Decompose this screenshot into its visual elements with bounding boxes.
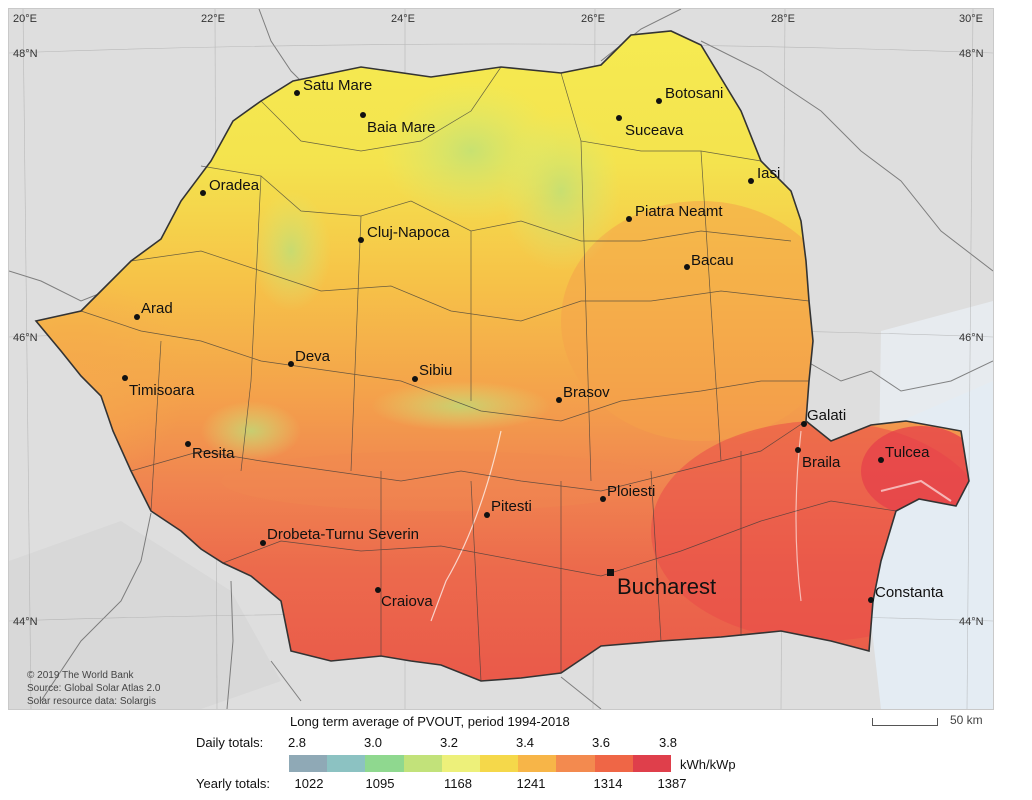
daily-totals-label: Daily totals:: [196, 735, 264, 750]
daily-tick: 3.4: [515, 735, 535, 750]
city-tulcea[interactable]: Tulcea: [878, 444, 930, 463]
daily-tick: 3.6: [591, 735, 611, 750]
city-iasi[interactable]: Iasi: [748, 165, 780, 184]
color-swatch: [518, 755, 557, 772]
city-piatra-neamt[interactable]: Piatra Neamt: [626, 203, 723, 222]
city-markers[interactable]: Satu Mare Baia Mare Botosani Suceava Ias…: [122, 77, 944, 610]
city-label: Brasov: [563, 384, 610, 401]
county-borders: [80, 66, 897, 682]
map-panel[interactable]: 20°E 22°E 24°E 26°E 28°E 30°E 48°N 48°N …: [8, 8, 994, 710]
daily-tick: 3.8: [658, 735, 678, 750]
yearly-tick: 1314: [593, 776, 623, 791]
yearly-tick: 1387: [657, 776, 687, 791]
city-label: Resita: [192, 445, 235, 462]
lon-label: 28°E: [771, 13, 795, 25]
color-swatch: [403, 755, 442, 772]
daily-tick: 3.2: [439, 735, 459, 750]
city-label: Cluj-Napoca: [367, 224, 450, 241]
lat-label: 44°N: [13, 616, 38, 628]
city-label: Suceava: [625, 122, 684, 139]
graticule-labels: 20°E 22°E 24°E 26°E 28°E 30°E 48°N 48°N …: [13, 13, 984, 628]
city-drobeta-turnu-severin[interactable]: Drobeta-Turnu Severin: [260, 526, 419, 546]
lon-label: 30°E: [959, 13, 983, 25]
lat-label: 46°N: [959, 332, 984, 344]
lon-label: 24°E: [391, 13, 415, 25]
color-swatch: [556, 755, 595, 772]
city-deva[interactable]: Deva: [288, 348, 331, 367]
yearly-tick: 1168: [444, 776, 472, 791]
color-swatch: [327, 755, 366, 772]
city-label: Satu Mare: [303, 77, 372, 94]
scale-bar: [872, 718, 938, 726]
city-label: Craiova: [381, 593, 433, 610]
yearly-tick: 1241: [516, 776, 546, 791]
daily-tick: 2.8: [287, 735, 307, 750]
city-label: Bacau: [691, 252, 734, 269]
yearly-tick: 1095: [365, 776, 395, 791]
city-braila[interactable]: Braila: [795, 447, 841, 471]
city-label: Oradea: [209, 177, 260, 194]
city-suceava[interactable]: Suceava: [616, 115, 684, 139]
color-swatch: [289, 755, 328, 772]
color-swatch: [365, 755, 404, 772]
credit-line: © 2019 The World Bank: [27, 670, 134, 681]
city-label: Sibiu: [419, 362, 452, 379]
pvout-map[interactable]: 20°E 22°E 24°E 26°E 28°E 30°E 48°N 48°N …: [9, 9, 993, 709]
color-swatch: [480, 755, 519, 772]
city-baia-mare[interactable]: Baia Mare: [360, 112, 435, 136]
city-label: Botosani: [665, 85, 723, 102]
legend-unit: kWh/kWp: [680, 757, 736, 772]
city-arad[interactable]: Arad: [134, 300, 173, 320]
city-label: Ploiesti: [607, 483, 655, 500]
lon-label: 20°E: [13, 13, 37, 25]
city-bacau[interactable]: Bacau: [684, 252, 734, 270]
yearly-tick: 1022: [294, 776, 324, 791]
lat-label: 46°N: [13, 332, 38, 344]
lat-label: 44°N: [959, 616, 984, 628]
legend-title: Long term average of PVOUT, period 1994-…: [290, 714, 570, 729]
credit-line: Source: Global Solar Atlas 2.0: [27, 683, 161, 694]
city-label: Timisoara: [129, 382, 195, 399]
city-sibiu[interactable]: Sibiu: [412, 362, 452, 382]
city-label: Galati: [807, 407, 846, 424]
city-label: Arad: [141, 300, 173, 317]
lat-label: 48°N: [13, 48, 38, 60]
romania-border: [34, 30, 970, 682]
yearly-totals-label: Yearly totals:: [196, 776, 270, 791]
city-pitesti[interactable]: Pitesti: [484, 498, 532, 518]
lat-label: 48°N: [959, 48, 984, 60]
city-cluj-napoca[interactable]: Cluj-Napoca: [358, 224, 450, 243]
city-label: Baia Mare: [367, 119, 435, 136]
city-botosani[interactable]: Botosani: [656, 85, 723, 104]
city-label-capital: Bucharest: [617, 574, 716, 599]
city-brasov[interactable]: Brasov: [556, 384, 610, 403]
city-label: Iasi: [757, 165, 780, 182]
city-label: Constanta: [875, 584, 944, 601]
city-timisoara[interactable]: Timisoara: [122, 375, 195, 399]
lon-label: 22°E: [201, 13, 225, 25]
city-craiova[interactable]: Craiova: [375, 587, 433, 610]
city-satu-mare[interactable]: Satu Mare: [294, 77, 372, 96]
color-scale-bar: [289, 755, 672, 772]
city-resita[interactable]: Resita: [185, 441, 235, 462]
credit-line: Solar resource data: Solargis: [27, 696, 156, 707]
city-ploiesti[interactable]: Ploiesti: [600, 483, 655, 502]
scale-label: 50 km: [950, 713, 983, 727]
color-swatch: [441, 755, 481, 772]
map-credits: © 2019 The World Bank Source: Global Sol…: [27, 669, 160, 708]
city-label: Deva: [295, 348, 331, 365]
city-galati[interactable]: Galati: [801, 407, 846, 427]
city-label: Pitesti: [491, 498, 532, 515]
city-bucharest[interactable]: Bucharest: [607, 569, 716, 599]
city-label: Tulcea: [885, 444, 930, 461]
color-swatch: [632, 755, 672, 772]
lon-label: 26°E: [581, 13, 605, 25]
color-swatch: [594, 755, 633, 772]
city-label: Drobeta-Turnu Severin: [267, 526, 419, 543]
city-constanta[interactable]: Constanta: [868, 584, 944, 603]
daily-tick: 3.0: [363, 735, 383, 750]
city-label: Braila: [802, 454, 841, 471]
city-label: Piatra Neamt: [635, 203, 723, 220]
city-oradea[interactable]: Oradea: [200, 177, 260, 196]
